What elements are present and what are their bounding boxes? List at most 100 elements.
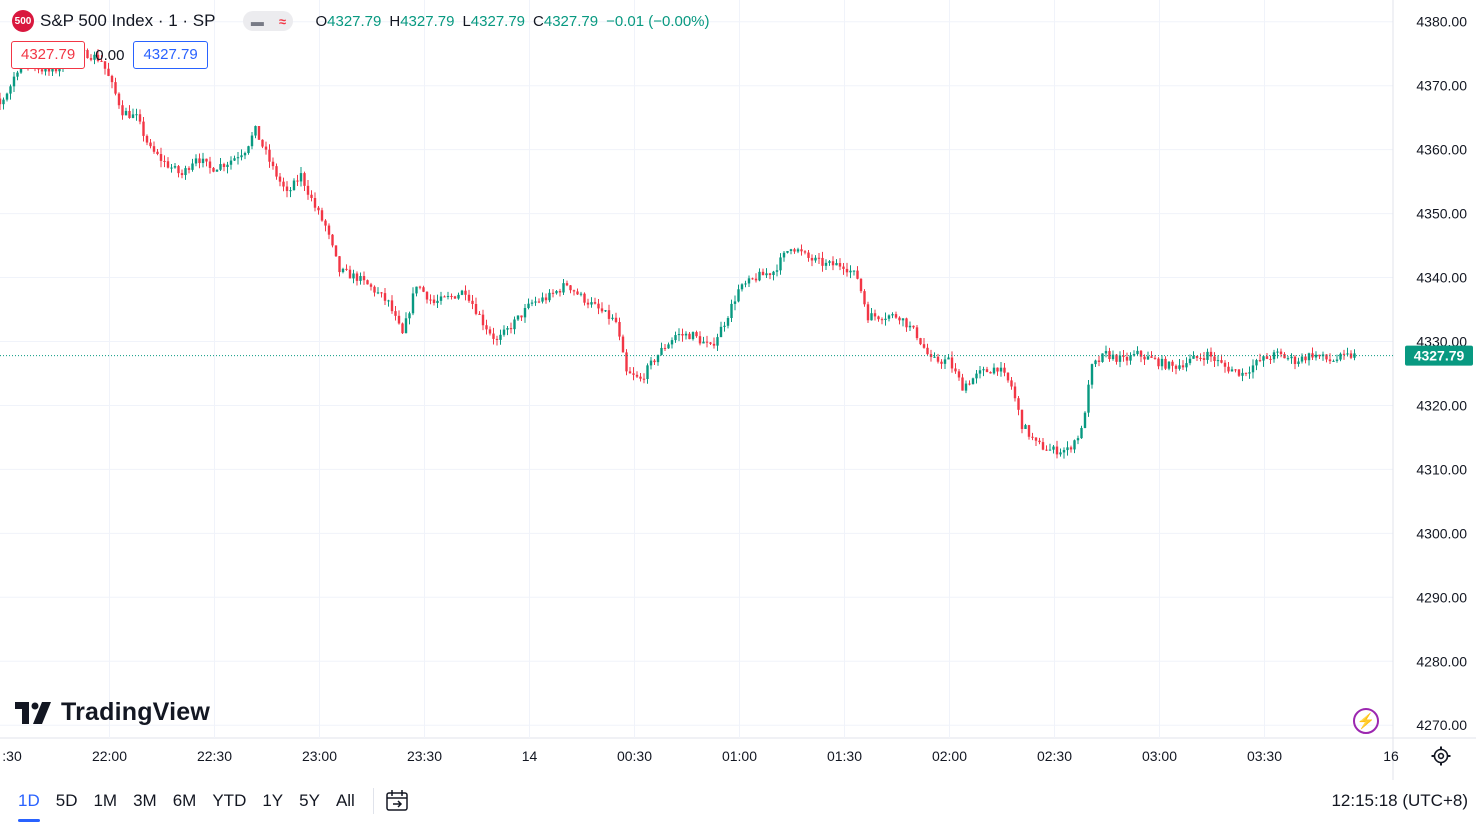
- candle-body: [677, 334, 681, 336]
- candle-body: [982, 369, 985, 371]
- candle-body: [446, 295, 450, 297]
- approx-wave-icon: ≈: [278, 13, 286, 29]
- candle-body: [1297, 361, 1300, 365]
- candle-body: [1265, 356, 1269, 359]
- open-value: 4327.79: [327, 12, 382, 30]
- candle-body: [1269, 358, 1272, 360]
- lightning-icon[interactable]: ⚡: [1353, 708, 1379, 734]
- candle-body: [1342, 353, 1346, 355]
- candle-body: [688, 333, 691, 340]
- range-button-1d[interactable]: 1D: [10, 791, 48, 822]
- price-chart[interactable]: 4380.00 4370.00 4360.00 4350.00 4340.00 4330.…: [0, 0, 1476, 780]
- candle-body: [1223, 362, 1227, 367]
- candle-body: [1286, 358, 1290, 360]
- candle-body: [422, 287, 425, 292]
- candle-body: [429, 299, 432, 301]
- candle-body: [1150, 356, 1153, 358]
- candle-body: [926, 347, 929, 355]
- candle-body: [859, 278, 863, 292]
- range-button-1m[interactable]: 1M: [93, 790, 118, 810]
- range-button-ytd[interactable]: YTD: [212, 790, 247, 810]
- buy-price-box[interactable]: 4327.79: [133, 41, 208, 69]
- price-tick-label: 4310.00: [1416, 461, 1467, 477]
- candle-body: [593, 302, 597, 304]
- range-button-1y[interactable]: 1Y: [262, 790, 284, 810]
- chart-settings-gear-icon[interactable]: [1429, 744, 1453, 768]
- last-price-marker: 4327.79: [0, 345, 1473, 366]
- legend-toggle-pill[interactable]: ▬ ≈: [243, 11, 294, 31]
- candle-body: [334, 245, 338, 257]
- candle-body: [1069, 447, 1073, 450]
- candle-body: [390, 300, 394, 312]
- close-value: 4327.79: [543, 12, 599, 30]
- sell-price-box[interactable]: 4327.79: [11, 41, 86, 69]
- calendar-goto-icon[interactable]: [382, 786, 412, 816]
- candle-body: [1024, 425, 1027, 429]
- candle-body: [142, 121, 145, 136]
- symbol-logo-icon[interactable]: 500: [12, 10, 34, 32]
- range-button-3m[interactable]: 3M: [133, 790, 157, 810]
- candle-body: [341, 268, 345, 273]
- candle-body: [355, 273, 359, 281]
- candle-body: [306, 185, 310, 195]
- last-price-label: 4327.79: [1414, 348, 1465, 364]
- candle-body: [1097, 360, 1101, 362]
- candle-body: [586, 302, 590, 305]
- candle-body: [1353, 353, 1356, 358]
- high-label: H: [389, 12, 401, 30]
- candle-body: [621, 336, 625, 353]
- candle-body: [660, 347, 663, 355]
- candle-body: [1125, 356, 1129, 361]
- candle-body: [1066, 447, 1069, 451]
- range-button-6m[interactable]: 6M: [172, 790, 197, 810]
- minus-icon: ▬: [250, 13, 264, 29]
- candle-body: [604, 310, 607, 312]
- symbol-title[interactable]: S&P 500 Index · 1 · SP: [40, 11, 216, 30]
- candle-body: [1122, 355, 1125, 357]
- candle-body: [810, 257, 814, 261]
- timezone-clock[interactable]: 12:15:18 (UTC+8): [1331, 791, 1468, 810]
- candle-body: [681, 334, 684, 336]
- candle-body: [649, 360, 653, 366]
- candle-body: [191, 163, 194, 170]
- candle-body: [1276, 351, 1279, 353]
- candle-body: [712, 343, 716, 346]
- candle-body: [1129, 355, 1132, 361]
- candle-body: [817, 257, 821, 259]
- candle-body: [768, 273, 772, 276]
- candle-body: [614, 317, 618, 323]
- candle-body: [513, 319, 516, 330]
- range-button-5d[interactable]: 5D: [55, 790, 78, 810]
- candle-body: [124, 110, 128, 116]
- candle-body: [1034, 437, 1038, 441]
- candle-body: [1178, 365, 1181, 369]
- candle-body: [54, 68, 58, 72]
- candle-body: [1346, 353, 1349, 355]
- time-tick-label: 02:30: [1037, 748, 1072, 764]
- range-button-all[interactable]: All: [335, 790, 355, 810]
- candle-body: [212, 167, 215, 172]
- candle-body: [1181, 365, 1185, 368]
- range-button-5y[interactable]: 5Y: [299, 790, 320, 810]
- candle-body: [618, 322, 621, 337]
- candle-body: [870, 313, 873, 321]
- candle-body: [793, 249, 796, 252]
- candle-body: [44, 67, 47, 72]
- candle-body: [257, 126, 261, 140]
- candle-body: [985, 369, 989, 373]
- time-tick-label: 00:30: [617, 748, 652, 764]
- candle-body: [152, 146, 156, 152]
- candle-body: [1160, 358, 1164, 367]
- tradingview-logo[interactable]: TradingView: [15, 698, 210, 727]
- price-tick-label: 4330.00: [1416, 334, 1467, 350]
- candle-body: [537, 301, 541, 303]
- candle-body: [534, 301, 537, 303]
- candle-body: [1216, 360, 1220, 362]
- candle-body: [166, 161, 170, 168]
- candle-body: [310, 194, 313, 198]
- candle-body: [1230, 369, 1234, 372]
- candle-body: [656, 354, 660, 363]
- candle-body: [1213, 356, 1216, 362]
- candle-body: [222, 164, 226, 167]
- candle-body: [803, 251, 807, 253]
